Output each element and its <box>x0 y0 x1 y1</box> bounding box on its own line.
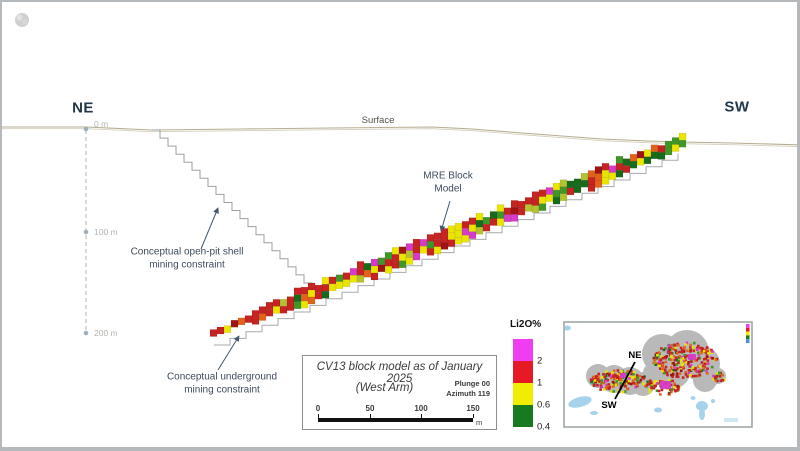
scalebar-mark <box>370 414 371 418</box>
azimuth-value: Azimuth 119 <box>446 389 490 398</box>
mre-block-model <box>209 132 687 337</box>
depth-tick-200m: 200 m <box>94 328 118 338</box>
grade-swatch-0-4 <box>513 405 533 427</box>
li2o-grade-legend: Li2O% 2 1 0.6 0.4 <box>507 315 555 437</box>
grade-value-2: 2 <box>537 355 543 367</box>
inset-ne-label: NE <box>628 350 642 362</box>
scalebar-tick-100: 100 <box>414 404 428 413</box>
scalebar-unit: m <box>476 418 483 427</box>
grade-value-0-6: 0.6 <box>537 399 551 411</box>
open-pit-annotation: Conceptual open-pit shell mining constra… <box>130 246 244 271</box>
surface-label: Surface <box>361 115 395 127</box>
li2o-legend-title: Li2O% <box>510 319 542 330</box>
inset-section-line <box>614 361 636 400</box>
ne-direction-label: NE <box>72 99 94 117</box>
scalebar-mark <box>318 414 319 418</box>
legend-subtitle: (West Arm) <box>355 382 414 394</box>
legend-box: CV13 block model as of January 2025 (Wes… <box>302 355 497 430</box>
underground-annotation: Conceptual underground mining constraint <box>166 371 278 396</box>
plunge-value: Plunge 00 <box>454 379 490 388</box>
scalebar-tick-150: 150 <box>466 404 480 413</box>
scale-bar <box>318 418 473 422</box>
scalebar-mark <box>473 414 474 418</box>
mre-block-model-annotation: MRE Block Model <box>423 170 473 195</box>
grade-value-1: 1 <box>537 377 543 389</box>
grade-swatch-2 <box>513 339 533 361</box>
depth-tick-0m: 0 m <box>94 119 109 129</box>
depth-tick-100m: 100 m <box>94 227 118 237</box>
scalebar-tick-0: 0 <box>315 404 321 413</box>
grade-value-0-4: 0.4 <box>537 421 551 433</box>
inset-map-content <box>565 324 750 422</box>
scalebar-mark <box>421 414 422 418</box>
grade-swatch-1 <box>513 361 533 383</box>
sw-direction-label: SW <box>724 98 750 116</box>
scalebar-tick-50: 50 <box>365 404 375 413</box>
legend-title: CV13 block model as of January 2025 <box>316 361 483 385</box>
inset-sw-label: SW <box>601 400 617 412</box>
grade-swatch-0-6 <box>513 383 533 405</box>
